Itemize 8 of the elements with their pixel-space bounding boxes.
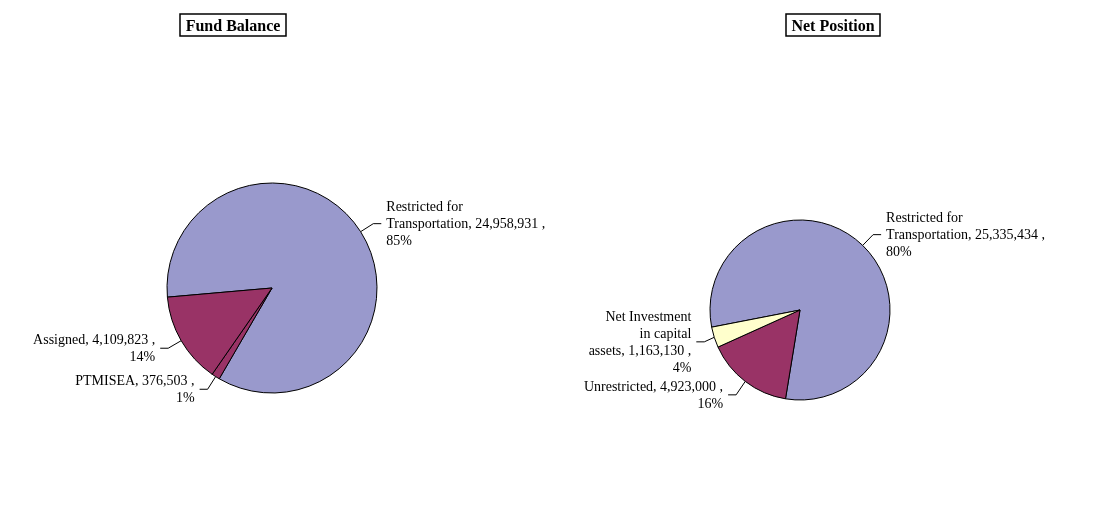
slice-label: Assigned, 4,109,823 , 14% [33,332,156,365]
slice-label: Restricted for Transportation, 24,958,931 , 85% [386,199,546,249]
slice-label: Unrestricted, 4,923,000 , 16% [583,378,724,411]
slice-label: PTMISEA, 376,503 , 1% [75,373,195,406]
chart-title: Fund Balance [185,16,281,34]
slice-label: Net Investment in capital assets, 1,163,130 , 4% [588,308,692,375]
slice-label: Restricted for Transportation, 25,335,434 , 80% [886,210,1046,260]
chart-title: Net Position [791,16,875,34]
